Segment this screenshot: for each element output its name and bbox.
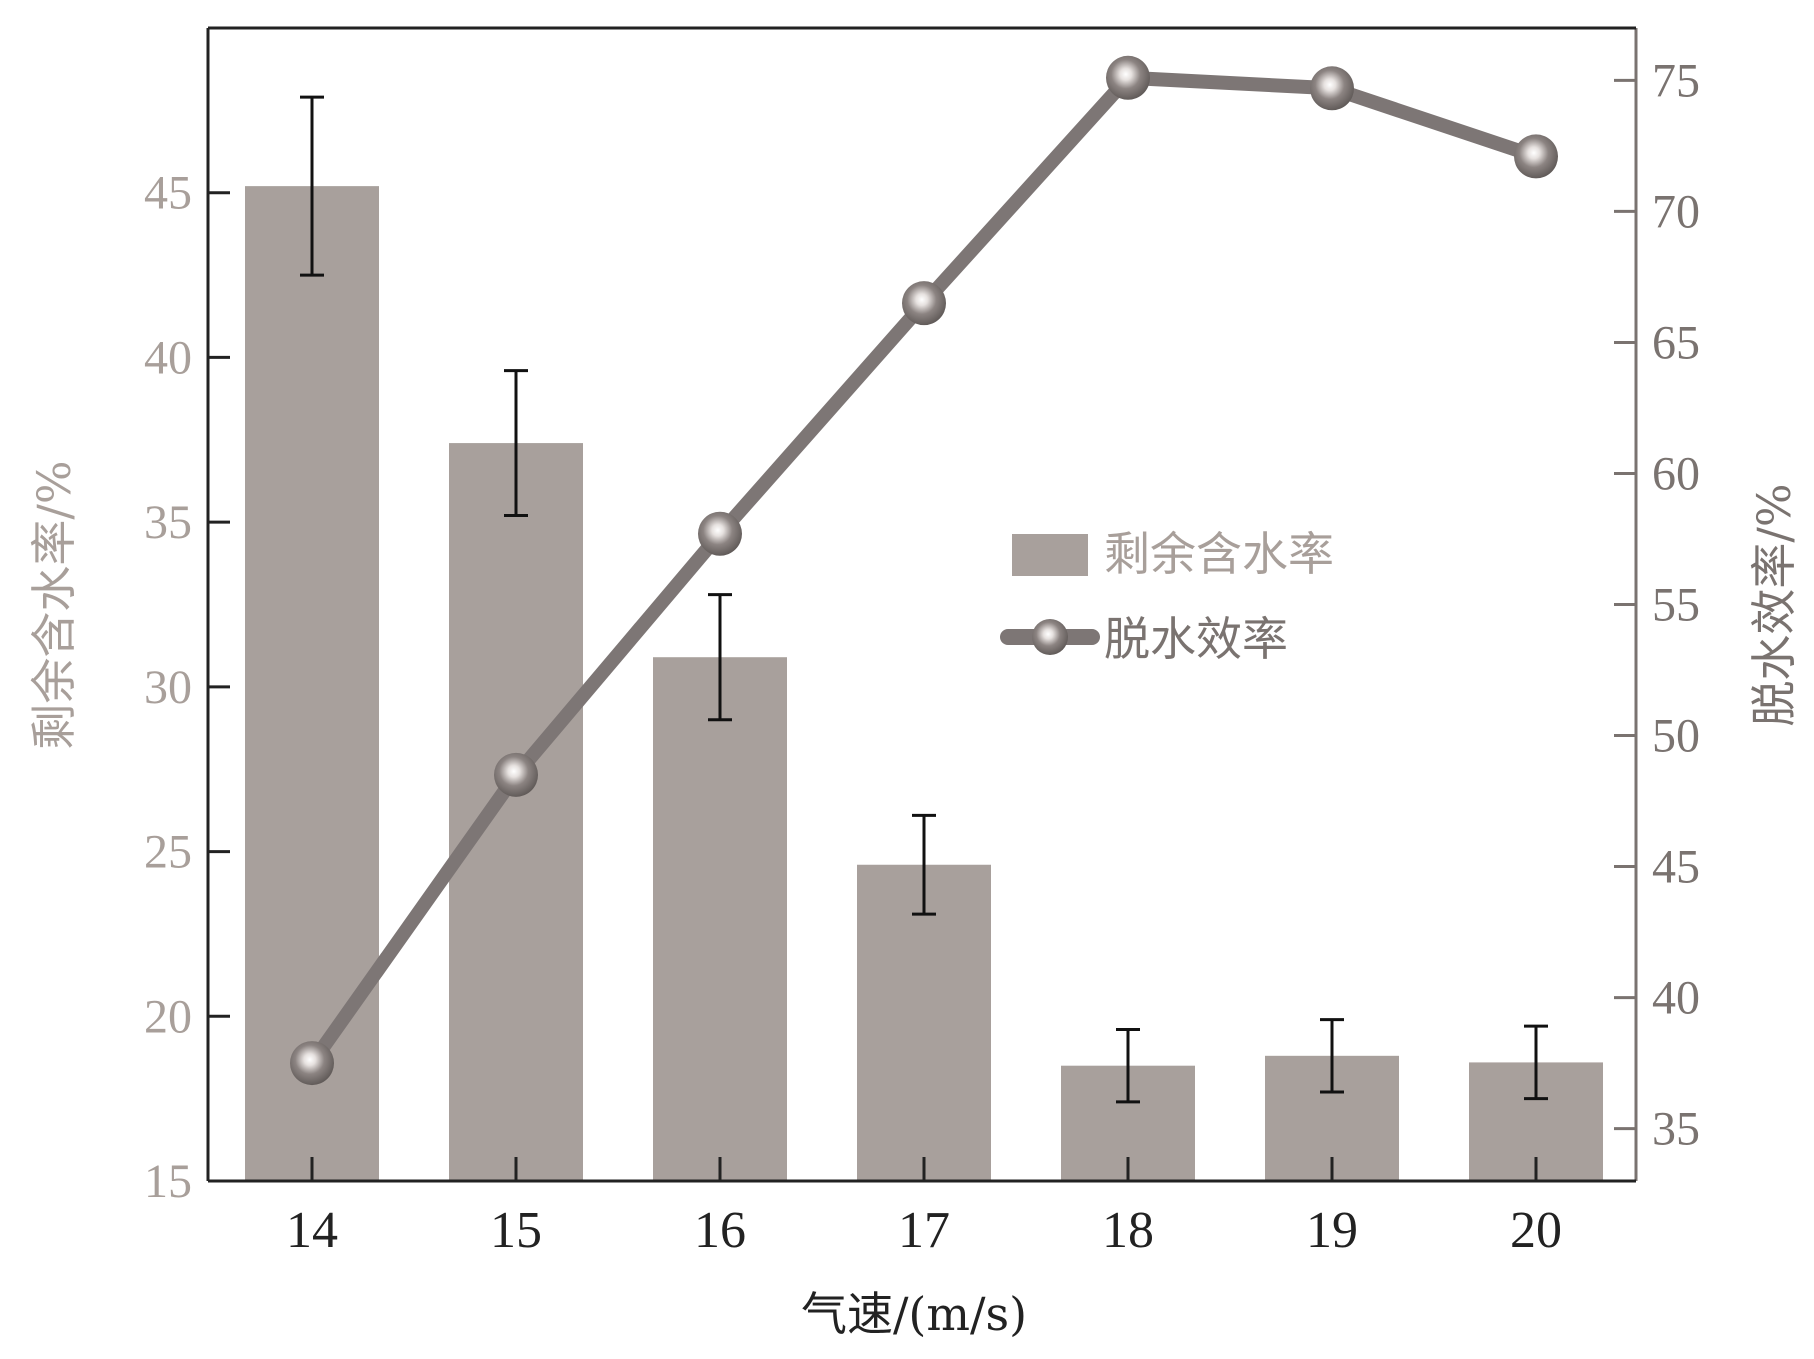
y-right-tick-label-45: 45 [1652,841,1700,894]
x-tick-label-14: 14 [286,1202,338,1259]
x-tick-label-17: 17 [898,1202,950,1259]
legend-line-marker [1032,619,1068,655]
x-tick-label-15: 15 [490,1202,542,1259]
error-bar-series [300,95,1548,1104]
y-right-tick-label-65: 65 [1652,316,1700,369]
line-point-18 [1106,55,1150,100]
bar-17 [857,864,991,1181]
bar-16 [653,657,787,1181]
y-right-tick-label-75: 75 [1652,54,1700,107]
axes: 15 20 25 30 35 40 45 35 40 45 50 55 60 65 70 75 14 15 16 17… [144,26,1700,1259]
y-axis-left-title: 剩余含水率/% [27,460,81,749]
x-tick-label-16: 16 [694,1202,746,1259]
y-axis-right-title: 脱水效率/% [1747,483,1801,726]
y-left-tick-label-45: 45 [144,167,192,220]
bar-14 [245,186,379,1181]
bar-series [245,186,1603,1182]
y-right-tick-label-40: 40 [1652,972,1700,1025]
bar-15 [449,443,583,1182]
y-left-tick-label-25: 25 [144,826,192,879]
y-left-tick-label-35: 35 [144,496,192,549]
x-tick-label-19: 19 [1306,1202,1358,1259]
y-right-tick-label-50: 50 [1652,710,1700,763]
x-tick-label-20: 20 [1510,1202,1562,1259]
x-tick-label-18: 18 [1102,1202,1154,1259]
legend: 剩余含水率 脱水效率 [1000,527,1334,666]
x-axis-title: 气速/(m/s) [801,1287,1027,1341]
y-right-tick-label-55: 55 [1652,579,1700,632]
y-left-tick-label-40: 40 [144,331,192,384]
y-left-tick-label-20: 20 [144,990,192,1043]
line-series [290,55,1558,1086]
line-point-17 [902,281,946,326]
legend-bar-label: 剩余含水率 [1104,527,1334,581]
line-point-16 [698,511,742,556]
legend-bar-swatch [1012,534,1088,576]
y-left-tick-label-15: 15 [144,1155,192,1208]
y-right-tick-label-70: 70 [1652,185,1700,238]
line-point-15 [494,752,538,797]
line-point-20 [1514,134,1558,179]
line-point-19 [1310,66,1354,111]
y-right-tick-label-35: 35 [1652,1103,1700,1156]
y-right-tick-label-60: 60 [1652,447,1700,500]
line-point-14 [290,1041,334,1086]
y-left-tick-label-30: 30 [144,661,192,714]
legend-line-label: 脱水效率 [1104,612,1288,666]
